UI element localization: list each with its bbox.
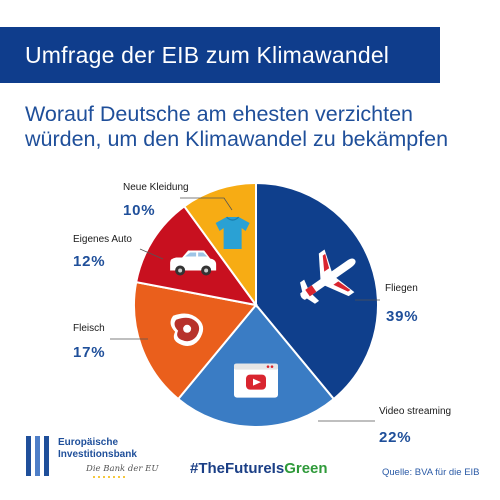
page-title: Umfrage der EIB zum Klimawandel bbox=[25, 41, 390, 68]
logo-line-2: Investitionsbank bbox=[58, 449, 137, 460]
source-note: Quelle: BVA für die EIB bbox=[382, 467, 480, 478]
eib-logo: Europäische Investitionsbank Die Bank de… bbox=[26, 436, 176, 486]
pie-slice-neue-kleidung bbox=[182, 181, 257, 309]
header-bar: Umfrage der EIB zum Klimawandel bbox=[0, 27, 440, 83]
slice-value-eigenes-auto: 12% bbox=[73, 253, 105, 270]
hashtag-suffix: Green bbox=[284, 460, 328, 477]
eib-logo-mark bbox=[26, 436, 52, 476]
slice-value-fleisch: 17% bbox=[73, 344, 105, 361]
campaign-hashtag: #TheFutureIsGreen bbox=[190, 460, 328, 477]
leader-line-eigenes-auto bbox=[139, 248, 164, 260]
logo-line-1: Europäische bbox=[58, 437, 119, 448]
tshirt-icon bbox=[215, 216, 250, 250]
slice-value-video-streaming: 22% bbox=[379, 429, 411, 446]
eu-stars-icon bbox=[93, 476, 125, 478]
slice-value-neue-kleidung: 10% bbox=[123, 202, 155, 219]
slice-label-fliegen: Fliegen bbox=[385, 283, 418, 294]
eib-logo-name: Europäische Investitionsbank bbox=[58, 437, 137, 461]
subtitle-line-2: würden, um den Klimawandel zu bekämpfen bbox=[25, 127, 449, 151]
logo-tagline: Die Bank der EU bbox=[86, 464, 159, 474]
leader-line-neue-kleidung bbox=[180, 197, 233, 211]
slice-value-fliegen: 39% bbox=[386, 308, 418, 325]
slice-label-video-streaming: Video streaming bbox=[379, 406, 451, 417]
steak-icon bbox=[170, 313, 204, 347]
subtitle-line-1: Worauf Deutsche am ehesten verzichten bbox=[25, 102, 413, 126]
slice-label-eigenes-auto: Eigenes Auto bbox=[73, 234, 132, 245]
video-play-icon bbox=[234, 363, 278, 398]
slice-label-fleisch: Fleisch bbox=[73, 323, 105, 334]
slice-label-neue-kleidung: Neue Kleidung bbox=[123, 182, 189, 193]
chart-subtitle: Worauf Deutsche am ehesten verzichten wü… bbox=[25, 102, 485, 152]
airplane-icon bbox=[300, 249, 356, 304]
car-icon bbox=[170, 250, 217, 276]
hashtag-prefix: #TheFutureIs bbox=[190, 460, 285, 477]
